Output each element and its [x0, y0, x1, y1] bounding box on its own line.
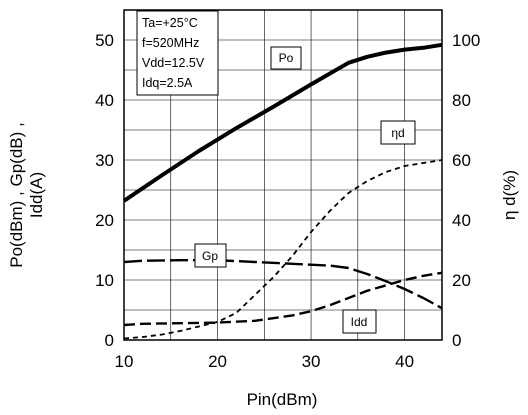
x-axis-label: Pin(dBm)	[247, 390, 318, 409]
x-tick-label: 10	[115, 352, 134, 371]
label-idd: Idd	[342, 309, 377, 334]
plot-frame	[123, 9, 443, 341]
y-tick-label-right: 40	[452, 211, 471, 230]
condition-idq: Idq=2.5A	[142, 76, 193, 90]
series-line-0	[122, 42, 443, 203]
x-tick-label: 20	[208, 352, 227, 371]
series-layer	[122, 42, 443, 340]
y-tick-label-right: 20	[452, 271, 471, 290]
series-line-3	[123, 159, 443, 340]
series-line-2	[123, 271, 443, 327]
y-tick-label-left: 30	[95, 151, 114, 170]
y-tick-label-left: 0	[105, 331, 114, 350]
condition-temperature: Ta=+25°C	[142, 16, 198, 30]
label-gp-text: Gp	[202, 249, 218, 263]
label-etad: ηd	[380, 120, 416, 145]
label-po: Po	[270, 46, 302, 70]
conditions-box: Ta=+25°C f=520MHz Vdd=12.5V Idq=2.5A	[136, 10, 219, 96]
label-po-text: Po	[279, 51, 294, 65]
y-axis-label-left-line1: Po(dBm) , Gp(dB) ,	[7, 122, 26, 267]
label-idd-text: Idd	[351, 315, 368, 329]
y-tick-label-left: 50	[95, 31, 114, 50]
grid	[123, 9, 442, 341]
y-tick-label-right: 80	[452, 91, 471, 110]
y-tick-label-left: 20	[95, 211, 114, 230]
y-axis-label-left-line2: Idd(A)	[27, 172, 46, 218]
x-tick-label: 40	[395, 352, 414, 371]
y-tick-label-right: 100	[452, 31, 480, 50]
y-tick-label-left: 40	[95, 91, 114, 110]
condition-frequency: f=520MHz	[142, 36, 199, 50]
y-tick-label-right: 60	[452, 151, 471, 170]
y-tick-label-left: 10	[95, 271, 114, 290]
condition-vdd: Vdd=12.5V	[142, 56, 205, 70]
label-gp: Gp	[194, 243, 227, 268]
series-line-1	[123, 259, 443, 310]
y-tick-label-right: 0	[452, 331, 461, 350]
y-axis-label-right: η d(%)	[500, 170, 519, 220]
x-tick-label: 30	[302, 352, 321, 371]
label-etad-text: ηd	[391, 126, 404, 140]
